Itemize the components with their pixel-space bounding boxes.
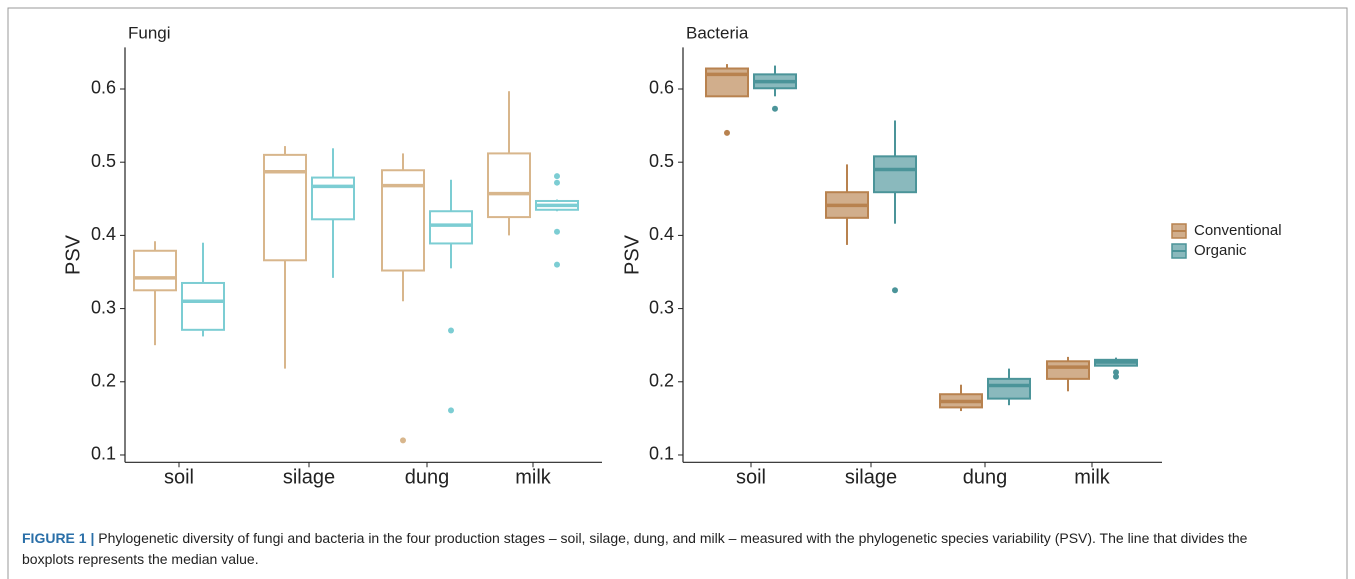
box (181, 281, 225, 331)
x-tick-label: milk (515, 467, 552, 489)
box (1046, 360, 1090, 380)
outlier (554, 179, 560, 186)
x-tick-label: dung (963, 467, 1008, 489)
outlier (1113, 373, 1119, 380)
y-tick-label: 0.5 (649, 151, 674, 171)
y-tick-label: 0.4 (649, 224, 674, 244)
caption: FIGURE 1 | Phylogenetic diversity of fun… (22, 528, 1292, 570)
outlier (1113, 369, 1119, 376)
x-tick-label: silage (845, 467, 897, 489)
outlier (554, 173, 560, 180)
y-tick-label: 0.5 (91, 151, 116, 171)
caption-label: FIGURE 1 | (22, 530, 95, 546)
y-tick-label: 0.6 (91, 78, 116, 98)
x-tick-label: soil (164, 467, 194, 489)
x-tick-label: milk (1074, 467, 1111, 489)
box (487, 152, 531, 219)
x-tick-label: soil (736, 467, 766, 489)
y-tick-label: 0.1 (649, 444, 674, 464)
box (263, 153, 307, 262)
caption-text: Phylogenetic diversity of fungi and bact… (22, 530, 1248, 567)
box (429, 210, 473, 245)
box (873, 155, 917, 194)
y-tick-label: 0.1 (91, 444, 116, 464)
figure-border (7, 7, 1348, 579)
box (133, 249, 177, 292)
y-tick-label: 0.3 (91, 297, 116, 317)
x-tick-label: silage (283, 467, 335, 489)
outlier (448, 407, 454, 414)
outlier (724, 129, 730, 136)
box (311, 176, 355, 221)
y-tick-label: 0.4 (91, 224, 116, 244)
x-tick-label: dung (405, 467, 450, 489)
box (381, 169, 425, 272)
y-axis-label: PSV (621, 234, 643, 275)
panel-title: Bacteria (686, 23, 749, 42)
outlier (400, 437, 406, 444)
outlier (554, 228, 560, 235)
y-tick-label: 0.3 (649, 297, 674, 317)
outlier (772, 105, 778, 112)
legend-label: Conventional (1194, 222, 1282, 239)
y-tick-label: 0.2 (91, 371, 116, 391)
outlier (448, 327, 454, 334)
y-axis-label: PSV (62, 234, 84, 275)
legend-label: Organic (1194, 242, 1247, 259)
outlier (892, 287, 898, 294)
y-tick-label: 0.2 (649, 371, 674, 391)
outlier (554, 261, 560, 268)
box (987, 377, 1031, 400)
y-tick-label: 0.6 (649, 78, 674, 98)
panel-title: Fungi (128, 23, 171, 42)
